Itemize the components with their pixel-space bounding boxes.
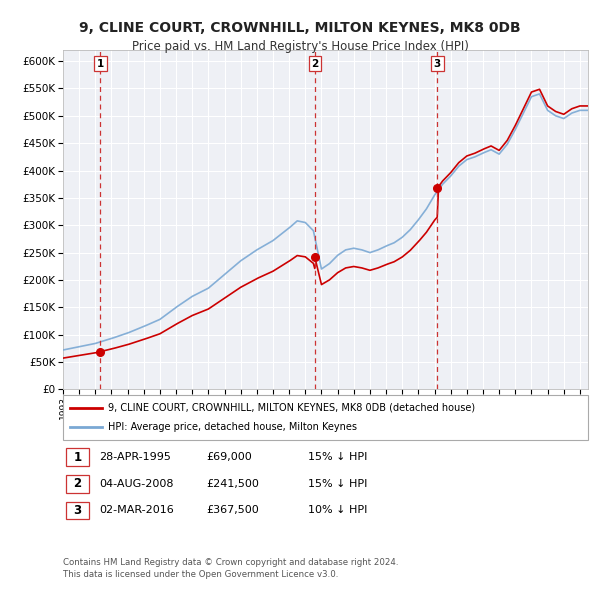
Text: 10% ↓ HPI: 10% ↓ HPI (308, 506, 367, 515)
Text: 1: 1 (73, 451, 82, 464)
Text: 15% ↓ HPI: 15% ↓ HPI (308, 479, 367, 489)
Text: HPI: Average price, detached house, Milton Keynes: HPI: Average price, detached house, Milt… (108, 422, 357, 432)
Text: Price paid vs. HM Land Registry's House Price Index (HPI): Price paid vs. HM Land Registry's House … (131, 40, 469, 53)
Text: 02-MAR-2016: 02-MAR-2016 (100, 506, 175, 515)
Text: 2: 2 (73, 477, 82, 490)
Text: 3: 3 (73, 504, 82, 517)
Text: £367,500: £367,500 (206, 506, 259, 515)
Text: £69,000: £69,000 (206, 453, 251, 462)
Text: Contains HM Land Registry data © Crown copyright and database right 2024.
This d: Contains HM Land Registry data © Crown c… (63, 558, 398, 579)
Text: 15% ↓ HPI: 15% ↓ HPI (308, 453, 367, 462)
Text: 1: 1 (97, 59, 104, 69)
Text: 2: 2 (311, 59, 319, 69)
Text: £241,500: £241,500 (206, 479, 259, 489)
Text: 04-AUG-2008: 04-AUG-2008 (100, 479, 174, 489)
Text: 9, CLINE COURT, CROWNHILL, MILTON KEYNES, MK8 0DB (detached house): 9, CLINE COURT, CROWNHILL, MILTON KEYNES… (108, 403, 475, 412)
Text: 3: 3 (434, 59, 441, 69)
Text: 9, CLINE COURT, CROWNHILL, MILTON KEYNES, MK8 0DB: 9, CLINE COURT, CROWNHILL, MILTON KEYNES… (79, 21, 521, 35)
Text: 28-APR-1995: 28-APR-1995 (100, 453, 172, 462)
